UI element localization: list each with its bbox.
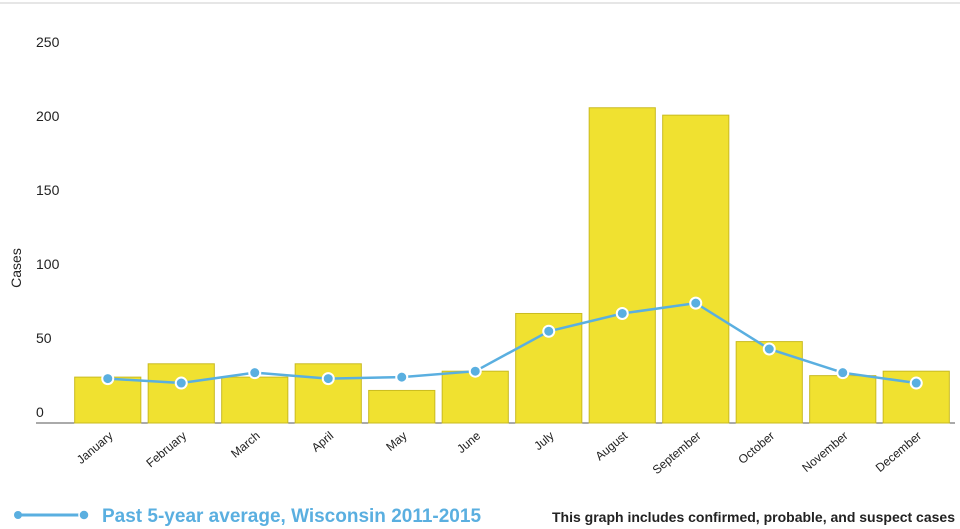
point xyxy=(248,366,262,380)
y-tick-label: 200 xyxy=(36,108,60,124)
y-axis-label: Cases xyxy=(8,248,24,288)
point xyxy=(174,376,188,390)
x-tick-label: August xyxy=(593,428,631,463)
point xyxy=(321,372,335,386)
x-tick-label: December xyxy=(873,429,924,475)
y-tick-label: 100 xyxy=(36,256,60,272)
x-tick-label: October xyxy=(735,429,777,467)
note: This graph includes confirmed, probable,… xyxy=(552,509,955,525)
bar xyxy=(147,363,215,424)
x-tick-label: February xyxy=(143,429,189,471)
x-tick-label: September xyxy=(650,429,704,477)
x-tick-label: June xyxy=(454,428,483,456)
point xyxy=(395,370,409,384)
point xyxy=(836,366,850,380)
x-tick-label: January xyxy=(74,429,116,467)
y-tick-label: 250 xyxy=(36,34,60,50)
point xyxy=(101,372,115,386)
legend-point xyxy=(78,509,90,521)
x-tick-label: May xyxy=(383,429,409,454)
legend-point xyxy=(14,511,22,519)
bar xyxy=(588,107,656,424)
point xyxy=(542,324,556,338)
y-tick-label: 50 xyxy=(36,330,52,346)
point xyxy=(909,376,923,390)
bar xyxy=(662,114,730,424)
bar xyxy=(809,375,877,424)
x-tick-label: November xyxy=(799,429,850,475)
bar xyxy=(368,389,436,424)
point xyxy=(615,306,629,320)
line xyxy=(107,301,917,385)
x-tick-label: July xyxy=(531,429,556,453)
point xyxy=(689,296,703,310)
legend-label: Past 5-year average, Wisconsin 2011-2015 xyxy=(102,506,481,527)
bar xyxy=(294,363,362,424)
point xyxy=(468,364,482,378)
point xyxy=(762,342,776,356)
bar xyxy=(221,376,289,424)
x-tick-label: March xyxy=(228,429,263,461)
y-tick-label: 0 xyxy=(36,404,44,420)
y-tick-label: 150 xyxy=(36,182,60,198)
bar xyxy=(441,370,509,424)
x-tick-label: April xyxy=(309,429,336,455)
